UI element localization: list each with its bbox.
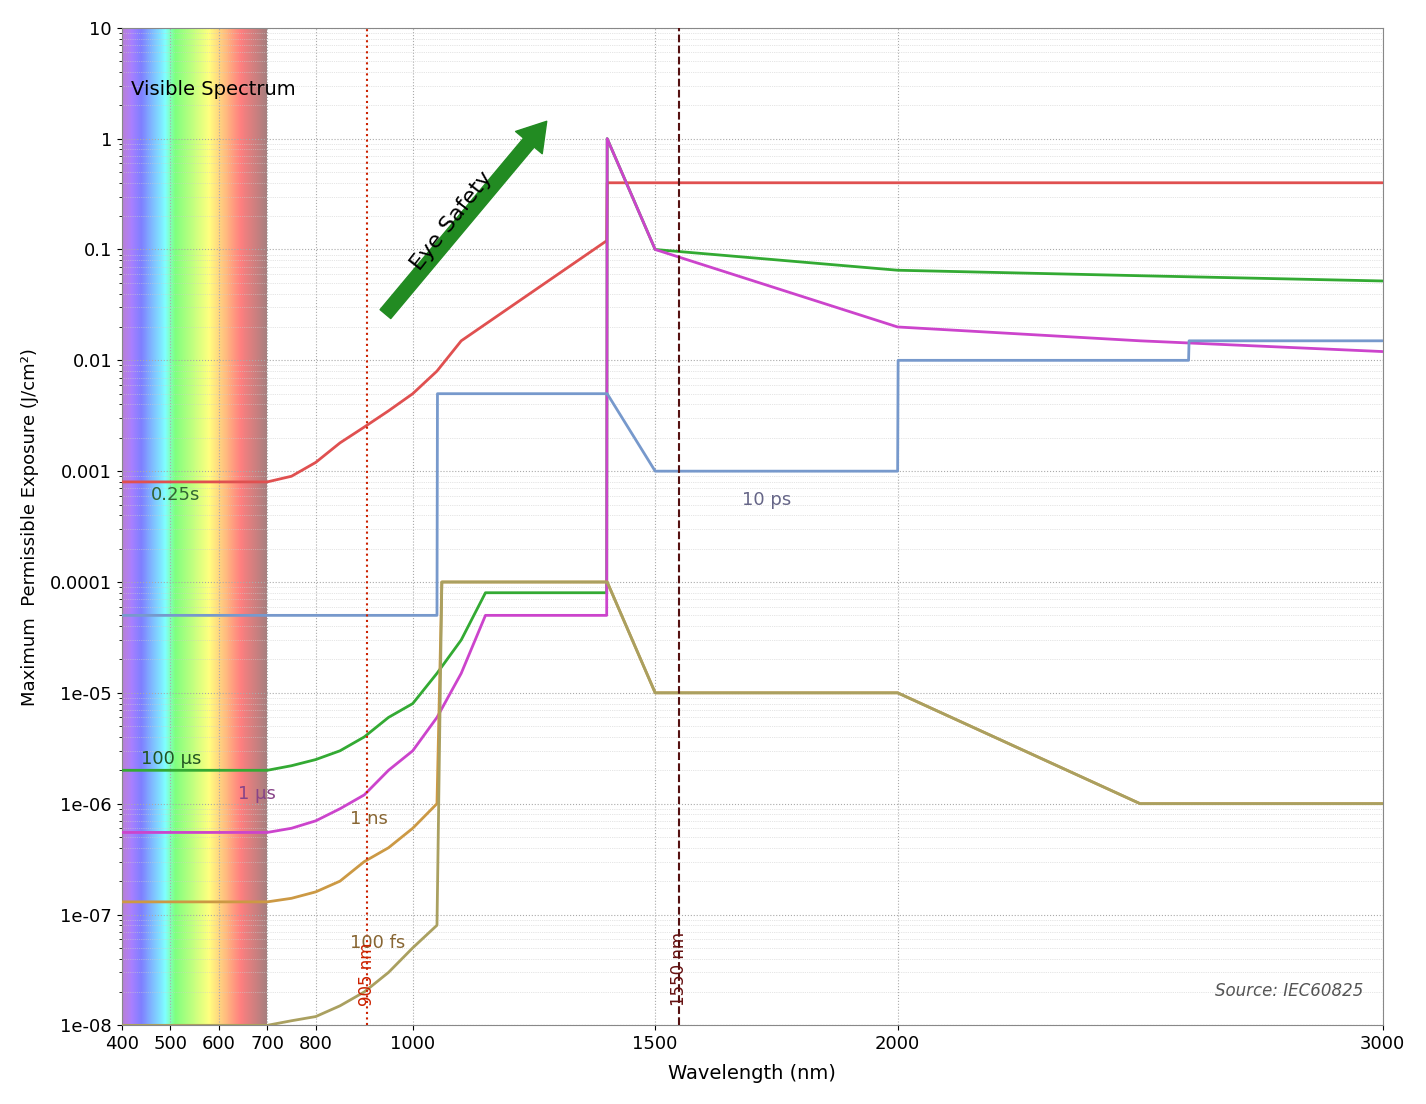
Text: Visible Spectrum: Visible Spectrum: [131, 79, 297, 98]
Text: Source: IEC60825: Source: IEC60825: [1215, 983, 1363, 1000]
FancyArrowPatch shape: [381, 121, 546, 319]
Text: 905 nm: 905 nm: [358, 943, 375, 1006]
Y-axis label: Maximum  Permissible Exposure (J/cm²): Maximum Permissible Exposure (J/cm²): [21, 348, 39, 705]
Text: 1 μs: 1 μs: [238, 785, 277, 803]
Text: 10 ps: 10 ps: [743, 490, 791, 509]
Text: 1 ns: 1 ns: [349, 810, 388, 828]
Text: 100 fs: 100 fs: [349, 934, 405, 952]
X-axis label: Wavelength (nm): Wavelength (nm): [669, 1064, 836, 1083]
Text: Eye Safety: Eye Safety: [406, 168, 496, 274]
Text: 0.25s: 0.25s: [151, 486, 200, 503]
Text: 1550 nm: 1550 nm: [670, 932, 689, 1006]
Text: 100 μs: 100 μs: [141, 750, 201, 767]
